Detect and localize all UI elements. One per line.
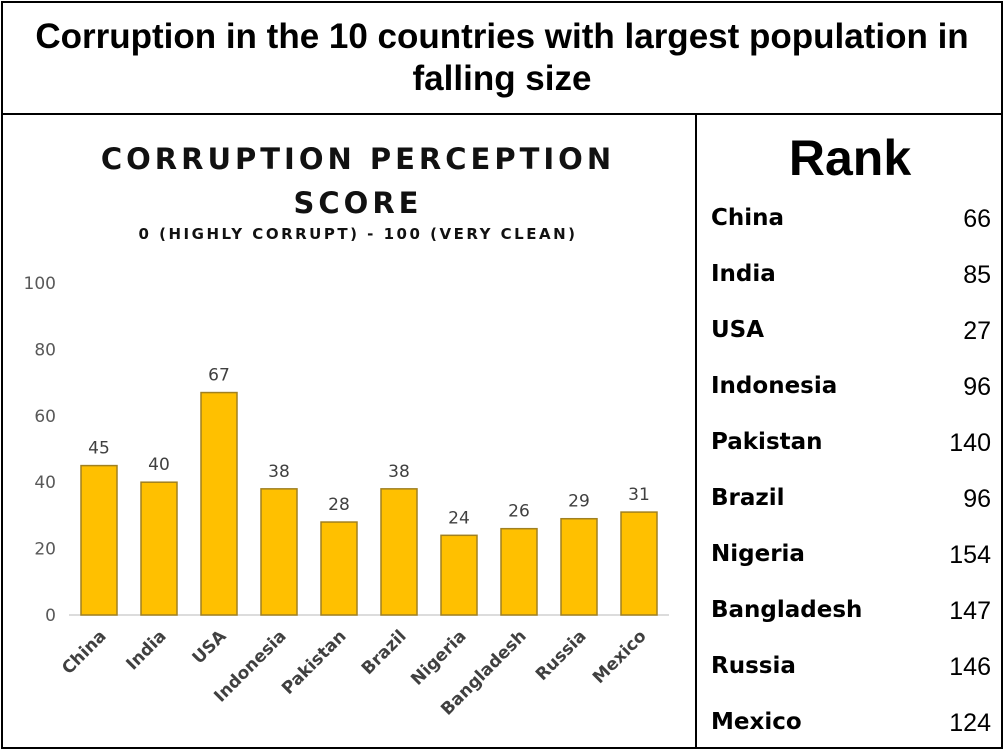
rank-value: 96 (963, 485, 991, 513)
bar-chart: 02040608010045China40India67USA38Indones… (24, 274, 669, 720)
rank-row: Indonesia 96 (711, 373, 991, 403)
rank-country: Pakistan (711, 429, 823, 455)
bar-nigeria (440, 534, 478, 616)
rank-row: Pakistan 140 (711, 429, 991, 459)
x-tick-label: USA (189, 626, 231, 668)
data-label: 31 (628, 485, 650, 505)
data-label: 38 (268, 462, 290, 482)
title-box: Corruption in the 10 countries with larg… (3, 3, 1001, 115)
rank-country: Mexico (711, 709, 802, 735)
rank-value: 140 (949, 429, 991, 457)
data-label: 45 (88, 439, 110, 459)
rank-value: 147 (949, 597, 991, 625)
x-tick-label: Mexico (589, 626, 651, 688)
rank-value: 154 (949, 541, 991, 569)
bar-pakistan (320, 521, 358, 616)
x-tick-label: Brazil (358, 626, 411, 679)
rank-value: 124 (949, 709, 991, 737)
bar-russia (560, 517, 598, 616)
rank-country: China (711, 205, 785, 231)
x-tick-label: Pakistan (278, 626, 350, 698)
rank-row: Russia 146 (711, 653, 991, 683)
figure-title: Corruption in the 10 countries with larg… (35, 17, 969, 98)
y-tick-label: 60 (34, 407, 56, 427)
data-label: 67 (208, 366, 230, 386)
rank-country: Russia (711, 653, 796, 679)
rank-row: Nigeria 154 (711, 541, 991, 571)
y-tick-label: 100 (24, 274, 56, 294)
rank-panel: Rank China 66 India 85 USA 27 Indonesia 96 Pakis… (695, 113, 1003, 749)
rank-country: Bangladesh (711, 597, 863, 623)
rank-country: USA (711, 317, 765, 343)
x-tick-label: India (123, 626, 171, 674)
data-label: 38 (388, 462, 410, 482)
data-label: 28 (328, 495, 350, 515)
rank-country: Brazil (711, 485, 785, 511)
bar-china (80, 464, 118, 616)
bar-mexico (620, 511, 658, 616)
x-tick-label: China (58, 626, 110, 678)
data-label: 24 (448, 508, 470, 528)
data-label: 29 (568, 492, 590, 512)
x-tick-label: Russia (532, 626, 591, 685)
y-tick-label: 0 (45, 606, 56, 626)
data-label: 26 (508, 502, 530, 522)
rank-row: Brazil 96 (711, 485, 991, 515)
data-label: 40 (148, 455, 170, 475)
rank-country: Indonesia (711, 373, 838, 399)
rank-row: India 85 (711, 261, 991, 291)
chart-panel: CORRUPTION PERCEPTION SCORE 0 (HIGHLY CO… (3, 113, 695, 749)
y-tick-label: 20 (34, 540, 56, 560)
rank-country: India (711, 261, 776, 287)
bar-usa (200, 391, 238, 616)
bar-brazil (380, 488, 418, 616)
rank-row: China 66 (711, 205, 991, 235)
rank-row: USA 27 (711, 317, 991, 347)
y-tick-label: 40 (34, 473, 56, 493)
rank-row: Bangladesh 147 (711, 597, 991, 627)
rank-value: 96 (963, 373, 991, 401)
bar-india (140, 481, 178, 616)
chart-title: CORRUPTION PERCEPTION SCORE (100, 142, 616, 220)
chart-subtitle: 0 (HIGHLY CORRUPT) - 100 (VERY CLEAN) (138, 225, 578, 243)
y-tick-label: 80 (34, 340, 56, 360)
rank-value: 85 (963, 261, 991, 289)
rank-value: 27 (963, 317, 991, 345)
rank-country: Nigeria (711, 541, 805, 567)
rank-title: Rank (788, 130, 912, 186)
rank-row: Mexico 124 (711, 709, 991, 739)
bar-indonesia (260, 488, 298, 616)
bar-bangladesh (500, 527, 538, 616)
x-tick-label: Nigeria (407, 626, 470, 689)
rank-value: 146 (949, 653, 991, 681)
rank-value: 66 (963, 205, 991, 233)
